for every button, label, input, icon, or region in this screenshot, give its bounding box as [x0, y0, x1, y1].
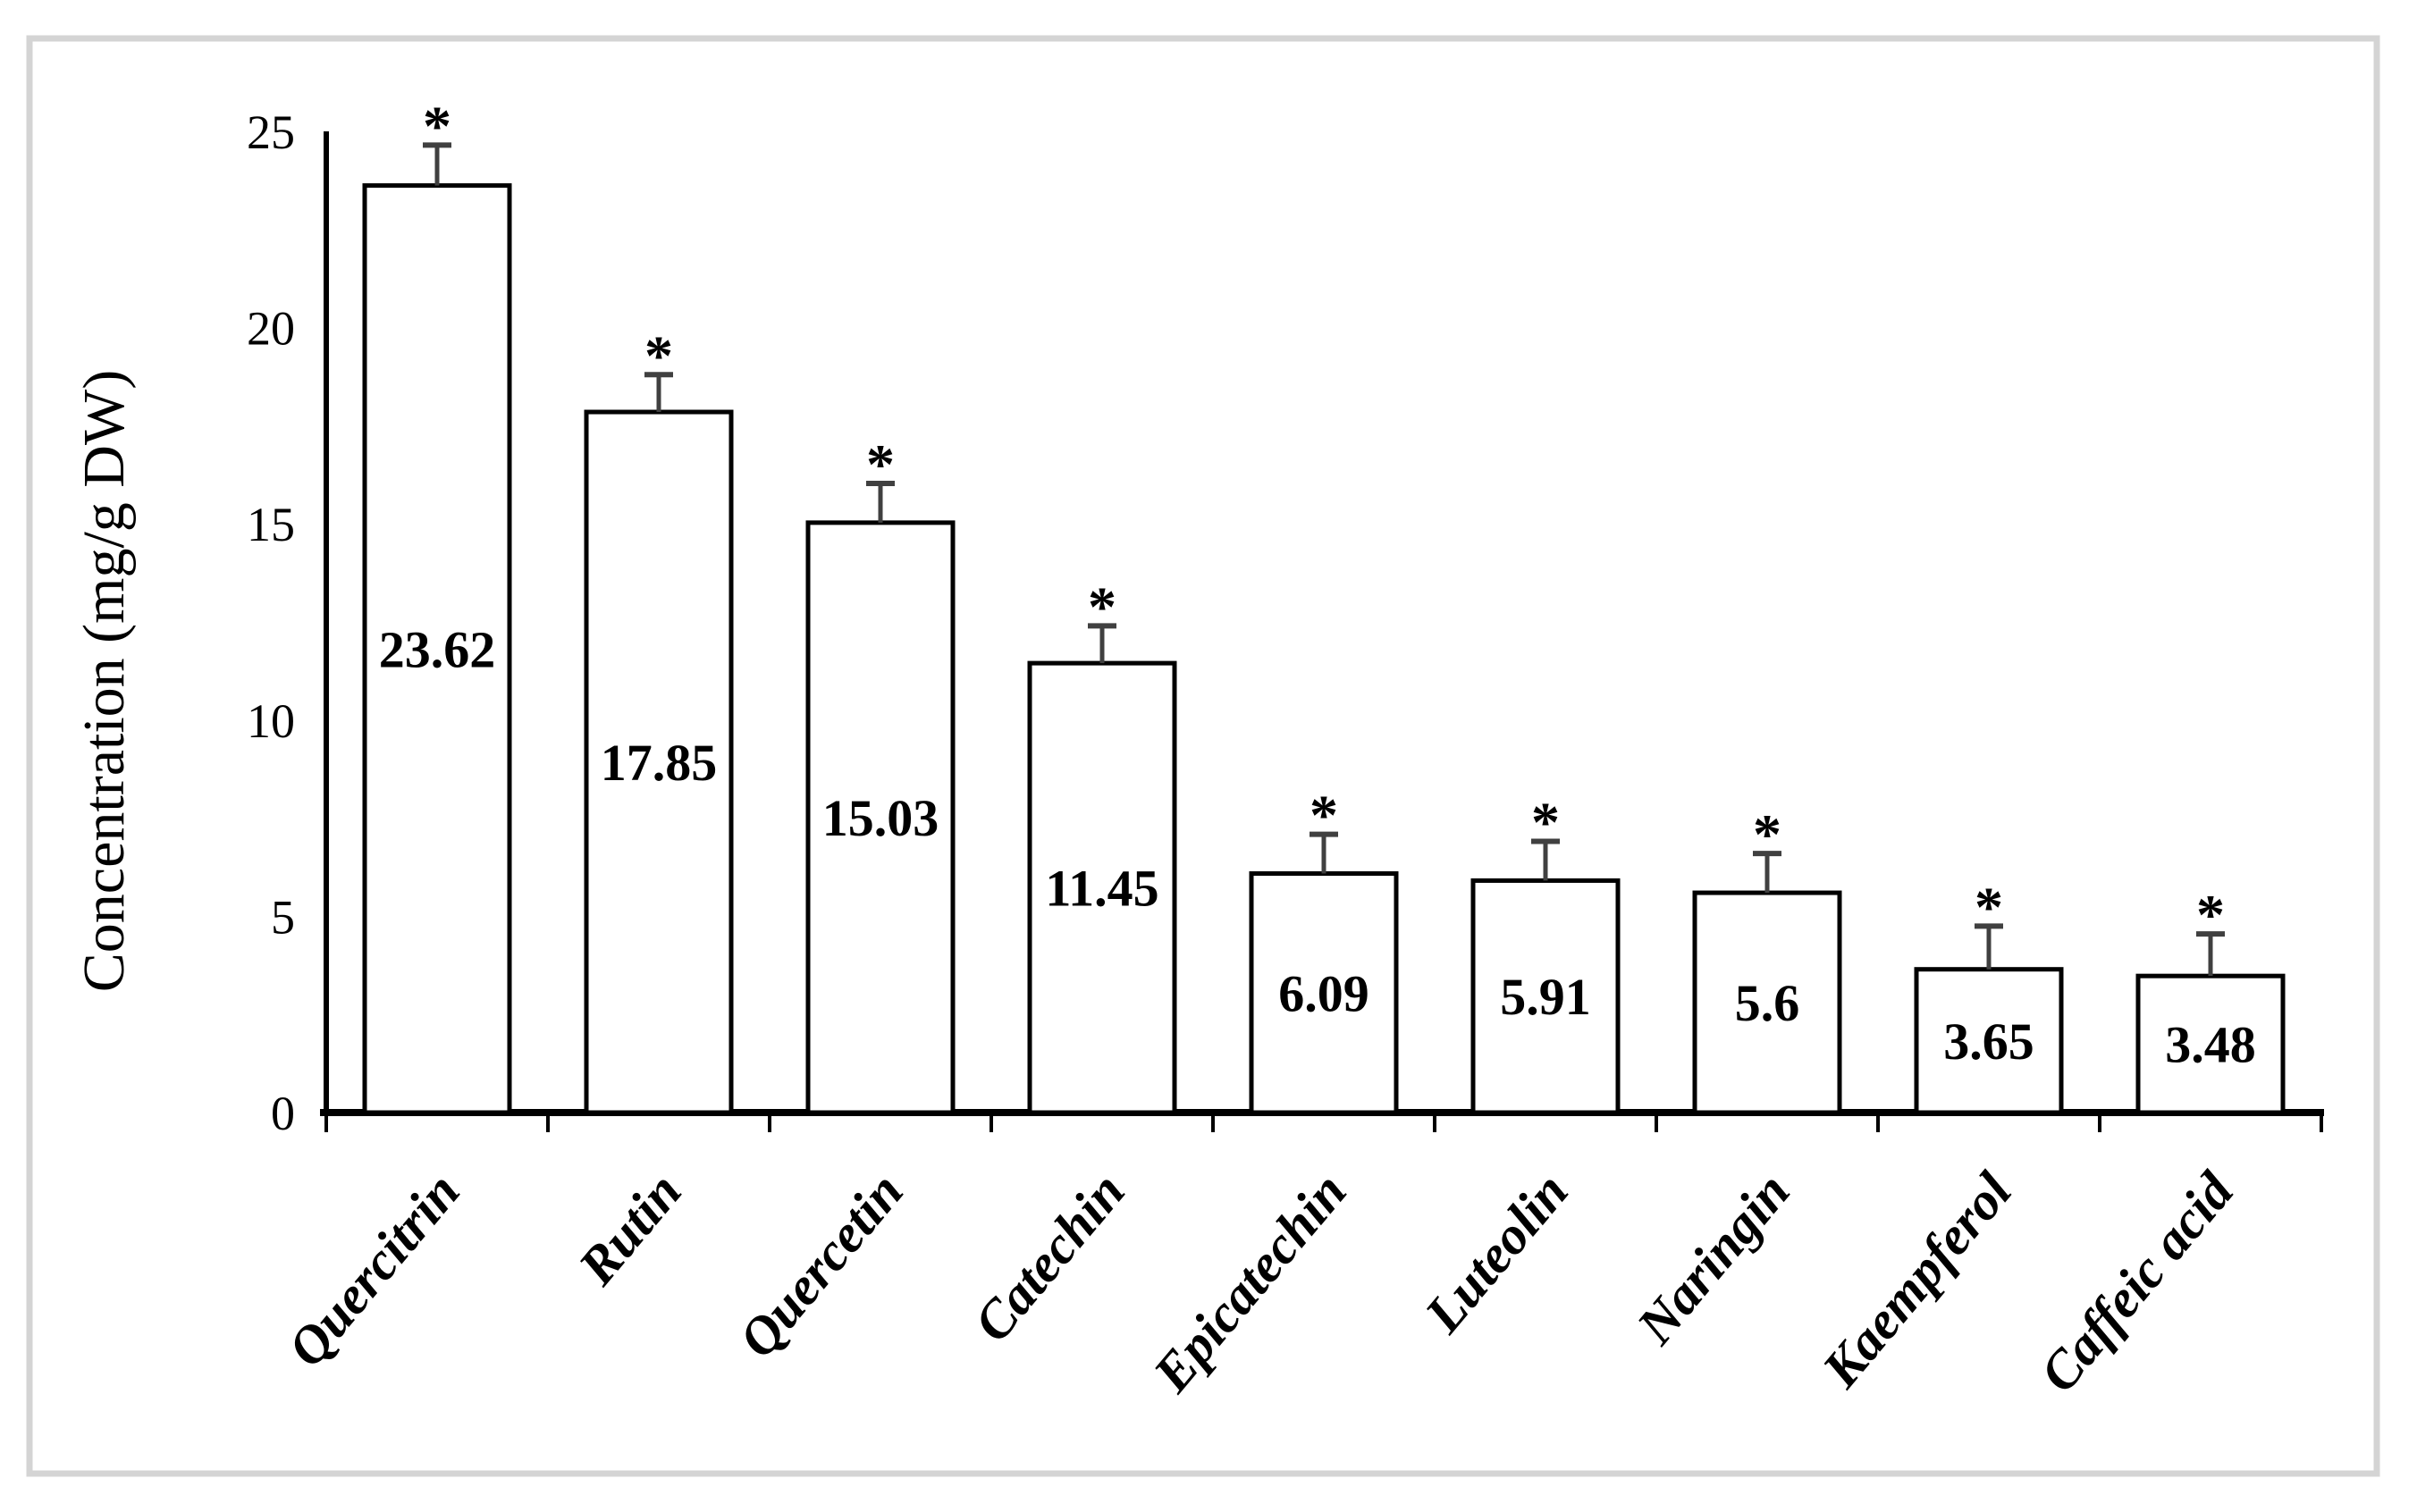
y-tick-label: 25	[247, 105, 295, 159]
category-label: Kaempferol	[1810, 1162, 2023, 1399]
category-label: Luteolin	[1413, 1162, 1579, 1344]
bar-value-label: 3.48	[2165, 1016, 2256, 1074]
bar	[1249, 871, 1399, 1115]
category-label: Epicatechin	[1141, 1162, 1358, 1403]
bar	[1914, 967, 2064, 1115]
bar	[805, 520, 956, 1115]
significance-asterisk: *	[1310, 784, 1338, 847]
y-axis-title: Concentration (mg/g DW)	[72, 370, 137, 992]
y-tick-label: 10	[247, 694, 295, 748]
y-tick-label: 5	[271, 890, 295, 944]
category-label: Rutin	[567, 1162, 693, 1297]
bar	[1027, 660, 1177, 1115]
y-tick-label: 0	[271, 1087, 295, 1140]
y-tick-label: 20	[247, 302, 295, 356]
significance-asterisk: *	[644, 323, 673, 387]
significance-asterisk: *	[1975, 875, 2003, 938]
bar	[2135, 973, 2286, 1115]
significance-asterisk: *	[1088, 575, 1116, 638]
bar	[1470, 878, 1621, 1115]
bar-value-label: 6.09	[1278, 964, 1369, 1022]
significance-asterisk: *	[866, 433, 895, 496]
significance-asterisk: *	[2196, 883, 2225, 946]
significance-asterisk: *	[1753, 802, 1781, 866]
y-tick-label: 15	[247, 498, 295, 551]
significance-asterisk: *	[423, 94, 451, 157]
bar-value-label: 5.6	[1735, 974, 1800, 1032]
category-label: Quercitrin	[276, 1162, 471, 1378]
bar-value-label: 17.85	[601, 734, 718, 792]
bar-value-label: 15.03	[822, 789, 939, 847]
bar-value-label: 11.45	[1045, 860, 1158, 918]
bar-value-label: 23.62	[379, 620, 496, 678]
significance-asterisk: *	[1531, 791, 1560, 854]
bar-value-label: 3.65	[1943, 1012, 2034, 1071]
bar	[1692, 890, 1842, 1115]
category-label: Quercetin	[728, 1162, 914, 1368]
category-label: Caffeic acid	[2028, 1161, 2244, 1403]
category-label: Catechin	[963, 1162, 1136, 1353]
figure-frame	[26, 35, 2380, 1477]
bar	[362, 183, 512, 1115]
category-label: Naringin	[1625, 1162, 1801, 1356]
bar	[584, 409, 734, 1115]
bar-value-label: 5.91	[1500, 968, 1591, 1026]
